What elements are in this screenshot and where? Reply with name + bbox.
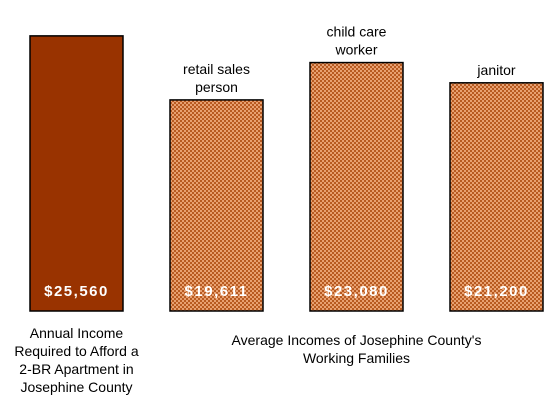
data-label: $25,560 (44, 283, 109, 300)
data-label: $23,080 (324, 283, 389, 300)
category-label-line: retail sales (183, 61, 250, 77)
category-label-1: retail sales person (183, 61, 250, 95)
category-label-line: child care (327, 24, 387, 40)
category-label-line: janitor (476, 62, 515, 78)
category-label-line: Josephine County (20, 379, 132, 395)
bar-average-income-2 (309, 61, 404, 312)
category-label-line: Required to Afford a (14, 343, 138, 359)
category-label-line: person (195, 79, 238, 95)
group-label-line: Average Incomes of Josephine County's (232, 332, 482, 348)
bar-average-income-1 (169, 99, 264, 312)
category-label-line: worker (334, 42, 377, 58)
data-label: $19,611 (185, 283, 249, 300)
category-label-required: Annual Income Required to Afford a 2-BR Ap… (14, 325, 138, 395)
category-label-line: Annual Income (30, 325, 124, 341)
category-label-2: child care worker (327, 24, 387, 58)
group-label-line: Working Families (303, 350, 410, 366)
bar-average-income-3 (449, 82, 544, 312)
bar-required-income (29, 35, 124, 312)
category-label-line: 2-BR Apartment in (19, 361, 133, 377)
group-label-average-incomes: Average Incomes of Josephine County's Wor… (232, 332, 482, 366)
category-label-3: janitor (476, 62, 515, 78)
data-label: $21,200 (464, 283, 529, 300)
